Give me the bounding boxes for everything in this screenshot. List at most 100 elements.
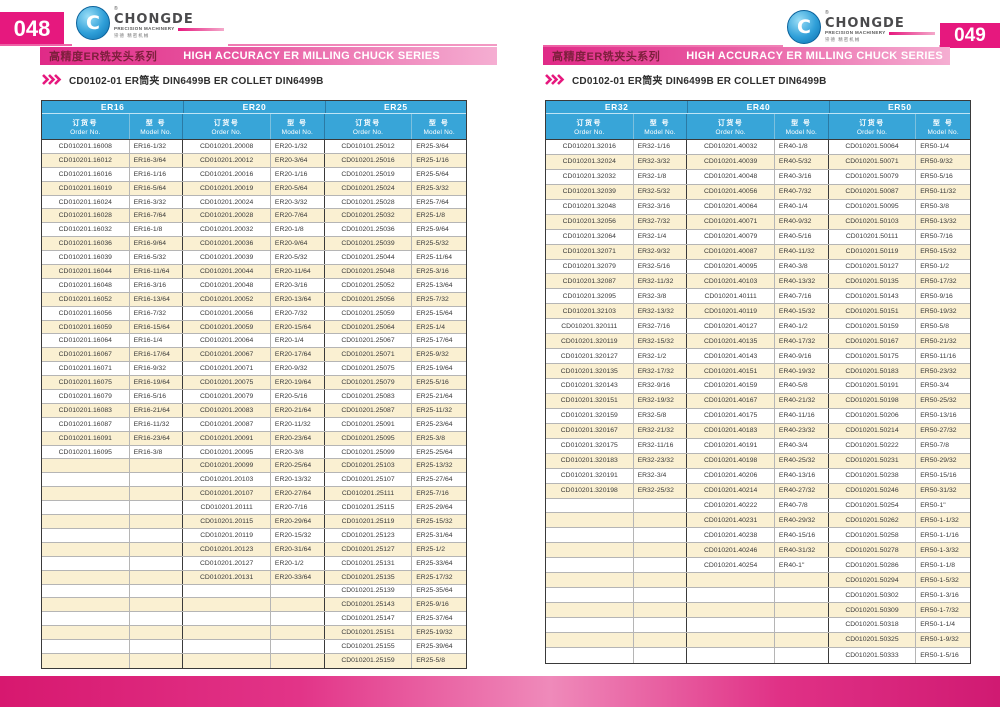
table-cell: CD010201.25044 [325,251,413,265]
table-cell: ER25-9/16 [416,601,449,609]
table-cell [42,584,130,598]
column-header-en: Model No. [644,128,676,136]
table-cell: CD010201.320143 [546,379,634,393]
table-row: CD010201.16075 ER16-19/64 CD010201.20075 ER… [42,376,466,391]
table-cell: CD010201.40127 [687,319,775,334]
table-row: CD010201.320167 ER32-21/32 CD010201.40183 E… [546,423,970,439]
column-header: 订货号 Order No. [325,114,413,139]
table-cell: ER50-13/32 [920,218,957,226]
page-number-label: 049 [954,24,986,46]
table-cell [634,603,688,617]
table-cell: CD010201.40246 [687,543,775,558]
table-row: CD010201.40222 ER40-7/8 CD010201.50254 ER50… [546,498,970,514]
table-row: CD010201.25155 ER25-39/64 [42,640,466,654]
table-cell: ER50-15/32 [920,248,957,256]
table-cell [130,459,184,473]
table-cell: ER20-1/8 [271,223,325,237]
registered-trademark-icon: ® [114,6,118,12]
table-cell: CD010201.16075 [42,376,130,390]
table-cell: ER16-11/64 [130,265,184,278]
table-cell [546,573,634,588]
table-cell [546,513,634,528]
table-row: CD010201.320119 ER32-15/32 CD010201.40135 E… [546,334,970,350]
table-cell: CD010201.20059 [183,320,271,334]
table-cell: ER50-9/32 [920,158,953,166]
series-banner: 高精度ER铣夹头系列 HIGH ACCURACY ER MILLING CHUC… [40,47,497,65]
table-row: CD010201.50333 ER50-1-5/16 [546,647,970,663]
table-cell [634,513,688,528]
table-cell: ER40-29/32 [775,513,829,528]
table-cell: CD010201.50231 [829,453,917,468]
table-cell: CD010201.320127 [546,349,634,364]
table-cell: CD010201.50214 [829,423,917,438]
table-cell: CD010201.25056 [325,292,413,306]
table-cell: ER40-15/32 [775,304,829,319]
table-cell: ER25-5/16 [416,379,449,387]
table-row: CD010201.20111 ER20-7/16 CD010201.25115 ER2… [42,501,466,516]
table-cell: CD010201.16008 [42,140,130,153]
triple-chevron-icon [42,73,62,85]
table-cell: CD010201.25067 [325,334,413,348]
table-cell: ER32-17/32 [634,364,688,378]
table-cell: ER20-31/64 [271,542,325,556]
series-title-en: HIGH ACCURACY ER MILLING CHUCK SERIES [183,50,441,62]
table-cell: ER40-13/32 [775,274,829,289]
table-cell: ER25-35/64 [416,587,453,595]
table-cell: ER50-11/32 [920,188,957,196]
table-cell: CD010201.20028 [183,209,271,223]
table-cell: CD010201.50143 [829,289,917,304]
table-cell: CD010201.50127 [829,259,917,274]
table-row: CD010201.32103 ER32-13/32 CD010201.40119 ER… [546,304,970,320]
table-cell: CD010201.25119 [325,515,413,528]
column-header-zh: 订货号 [72,119,99,127]
table-cell: ER25-15/32 [416,517,453,525]
table-cell: CD010201.25139 [325,584,413,598]
table-cell [183,640,271,653]
table-cell: CD010201.20087 [183,417,271,431]
table-cell: ER50-21/32 [920,337,957,345]
table-cell: ER25-39/64 [416,643,453,650]
table-cell [546,528,634,543]
table-cell: CD010101.25012 [325,140,413,153]
table-cell [687,603,775,617]
table-row: CD010201.20123 ER20-31/64 CD010201.25127 ER… [42,542,466,557]
table-cell [42,501,130,515]
table-cell: ER32-1/2 [634,349,688,364]
table-cell: ER16-7/64 [130,209,184,223]
table-row: CD010201.50302 ER50-1-3/16 [546,588,970,604]
table-cell: CD010201.40039 [687,154,775,169]
table-cell: CD010201.32103 [546,304,634,319]
table-cell: CD010201.50159 [829,319,917,334]
table-cell: ER16-3/16 [130,278,184,292]
table-row: CD010201.320143 ER32-9/16 CD010201.40159 ER… [546,379,970,394]
column-header-zh: 订货号 [213,119,240,127]
table-cell [775,647,829,663]
table-cell: ER25-3/16 [416,267,449,275]
table-cell: CD010201.50183 [829,364,917,378]
column-header: 订货号 Order No. [687,114,775,139]
table-cell: ER40-11/32 [775,244,829,259]
table-cell: ER16-3/8 [130,445,184,459]
table-cell: CD010201.320198 [546,483,634,498]
table-cell: ER50-1-3/16 [920,591,959,599]
table-cell: ER40-9/16 [775,349,829,364]
table-row: CD010201.16067 ER16-17/64 CD010201.20067 ER… [42,348,466,363]
table-cell: CD010201.40254 [687,558,775,573]
table-cell: CD010201.25036 [325,223,413,237]
table-cell: CD010201.25052 [325,278,413,292]
table-group-header-row: ER16 ER20 ER25 [42,101,466,114]
logo-tagline-row: PRECISION MACHINERY [114,26,224,32]
table-cell [546,603,634,617]
table-cell: CD010201.50095 [829,199,917,214]
table-cell: CD010201.20079 [183,390,271,403]
column-header-zh: 型 号 [649,119,671,127]
table-cell: ER25-17/32 [416,573,453,581]
table-row: CD010201.32016 ER32-1/16 CD010201.40032 ER4… [546,140,970,155]
table-cell: ER40-3/16 [775,169,829,184]
table-cell: ER50-23/32 [920,367,957,375]
table-cell: CD010201.16012 [42,153,130,167]
table-cell: ER32-11/32 [634,274,688,289]
table-cell: ER20-33/64 [271,570,325,584]
table-cell [634,528,688,543]
table-cell: ER32-3/4 [634,468,688,483]
